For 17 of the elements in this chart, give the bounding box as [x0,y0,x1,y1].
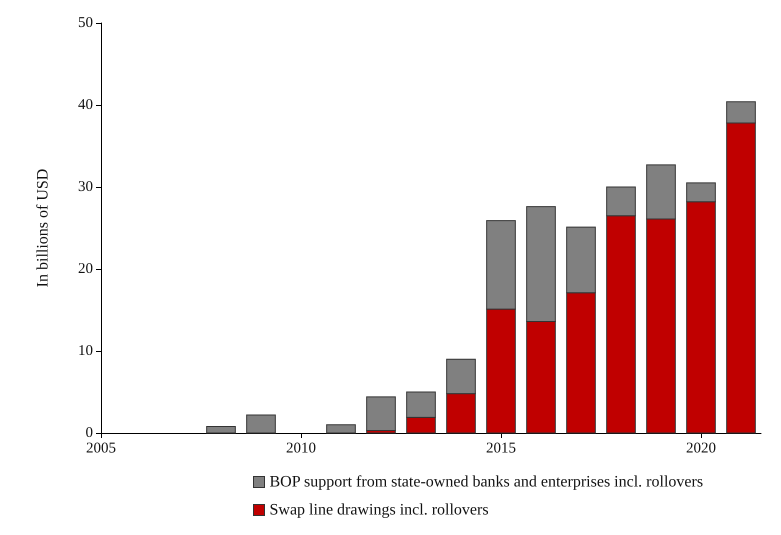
bar [366,396,396,432]
y-tick-label: 40 [78,97,93,113]
bar [326,424,356,434]
x-tick-label: 2020 [686,440,716,456]
y-tick-label: 0 [86,425,93,441]
y-tick-label: 50 [78,15,93,31]
x-tick-label: 2010 [286,440,316,456]
y-tick-label: 20 [78,261,93,277]
y-tick-label: 10 [78,343,93,359]
bar [206,426,236,434]
bar [246,414,276,434]
x-tick-label: 2005 [86,440,116,456]
x-tick-label: 2015 [486,440,516,456]
y-axis-title: In billions of USD [34,168,52,288]
legend-label: BOP support from state-owned banks and enterprises incl. rollovers [270,474,704,490]
y-tick-label: 30 [78,179,93,195]
legend-label: Swap line drawings incl. rollovers [270,502,489,518]
